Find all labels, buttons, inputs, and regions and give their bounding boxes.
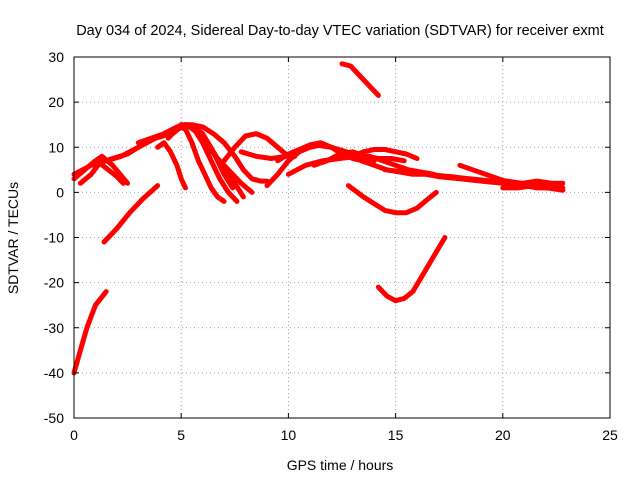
y-tick-label: -30	[44, 320, 64, 336]
series-line-arc-26	[345, 183, 439, 216]
y-axis-label: SDTVAR / TECUs	[5, 182, 21, 294]
x-tick-label: 0	[70, 427, 78, 443]
series-line-arc-4	[71, 153, 131, 186]
series-line-arc-11	[155, 140, 188, 191]
y-tick-label: -10	[44, 230, 64, 246]
series-line-arc-19	[350, 147, 420, 161]
y-tick-label: 10	[48, 139, 64, 155]
x-tick-label: 10	[281, 427, 297, 443]
y-tick-label: 0	[56, 184, 64, 200]
chart-title: Day 034 of 2024, Sidereal Day-to-day VTE…	[76, 23, 604, 39]
x-axis-label: GPS time / hours	[287, 457, 394, 473]
y-tick-label: -40	[44, 365, 64, 381]
series-line-arc-28	[339, 61, 381, 98]
y-tick-label: 20	[48, 94, 64, 110]
x-tick-label: 25	[602, 427, 618, 443]
series-line-arc-1	[71, 289, 109, 376]
series-line-arc-27	[375, 235, 448, 304]
grid-lines	[74, 57, 610, 418]
series-line-arc-12	[178, 122, 270, 184]
series-group	[71, 61, 566, 376]
y-tick-label: -50	[44, 410, 64, 426]
x-tick-label: 15	[388, 427, 404, 443]
y-tick-label: 30	[48, 49, 64, 65]
x-tick-label: 20	[495, 427, 511, 443]
series-line-arc-25	[500, 183, 566, 193]
series-line-arc-2	[101, 183, 161, 245]
y-tick-label: -20	[44, 275, 64, 291]
series-line-arc-10	[161, 124, 227, 204]
axis-ticks: 0 5 10 15 20 25 -50 -40 -30 -20 -10 0 10 20 30	[44, 49, 618, 443]
x-tick-label: 5	[177, 427, 185, 443]
series-line-arc-24	[489, 176, 566, 186]
series-line-arc-16	[275, 140, 377, 164]
